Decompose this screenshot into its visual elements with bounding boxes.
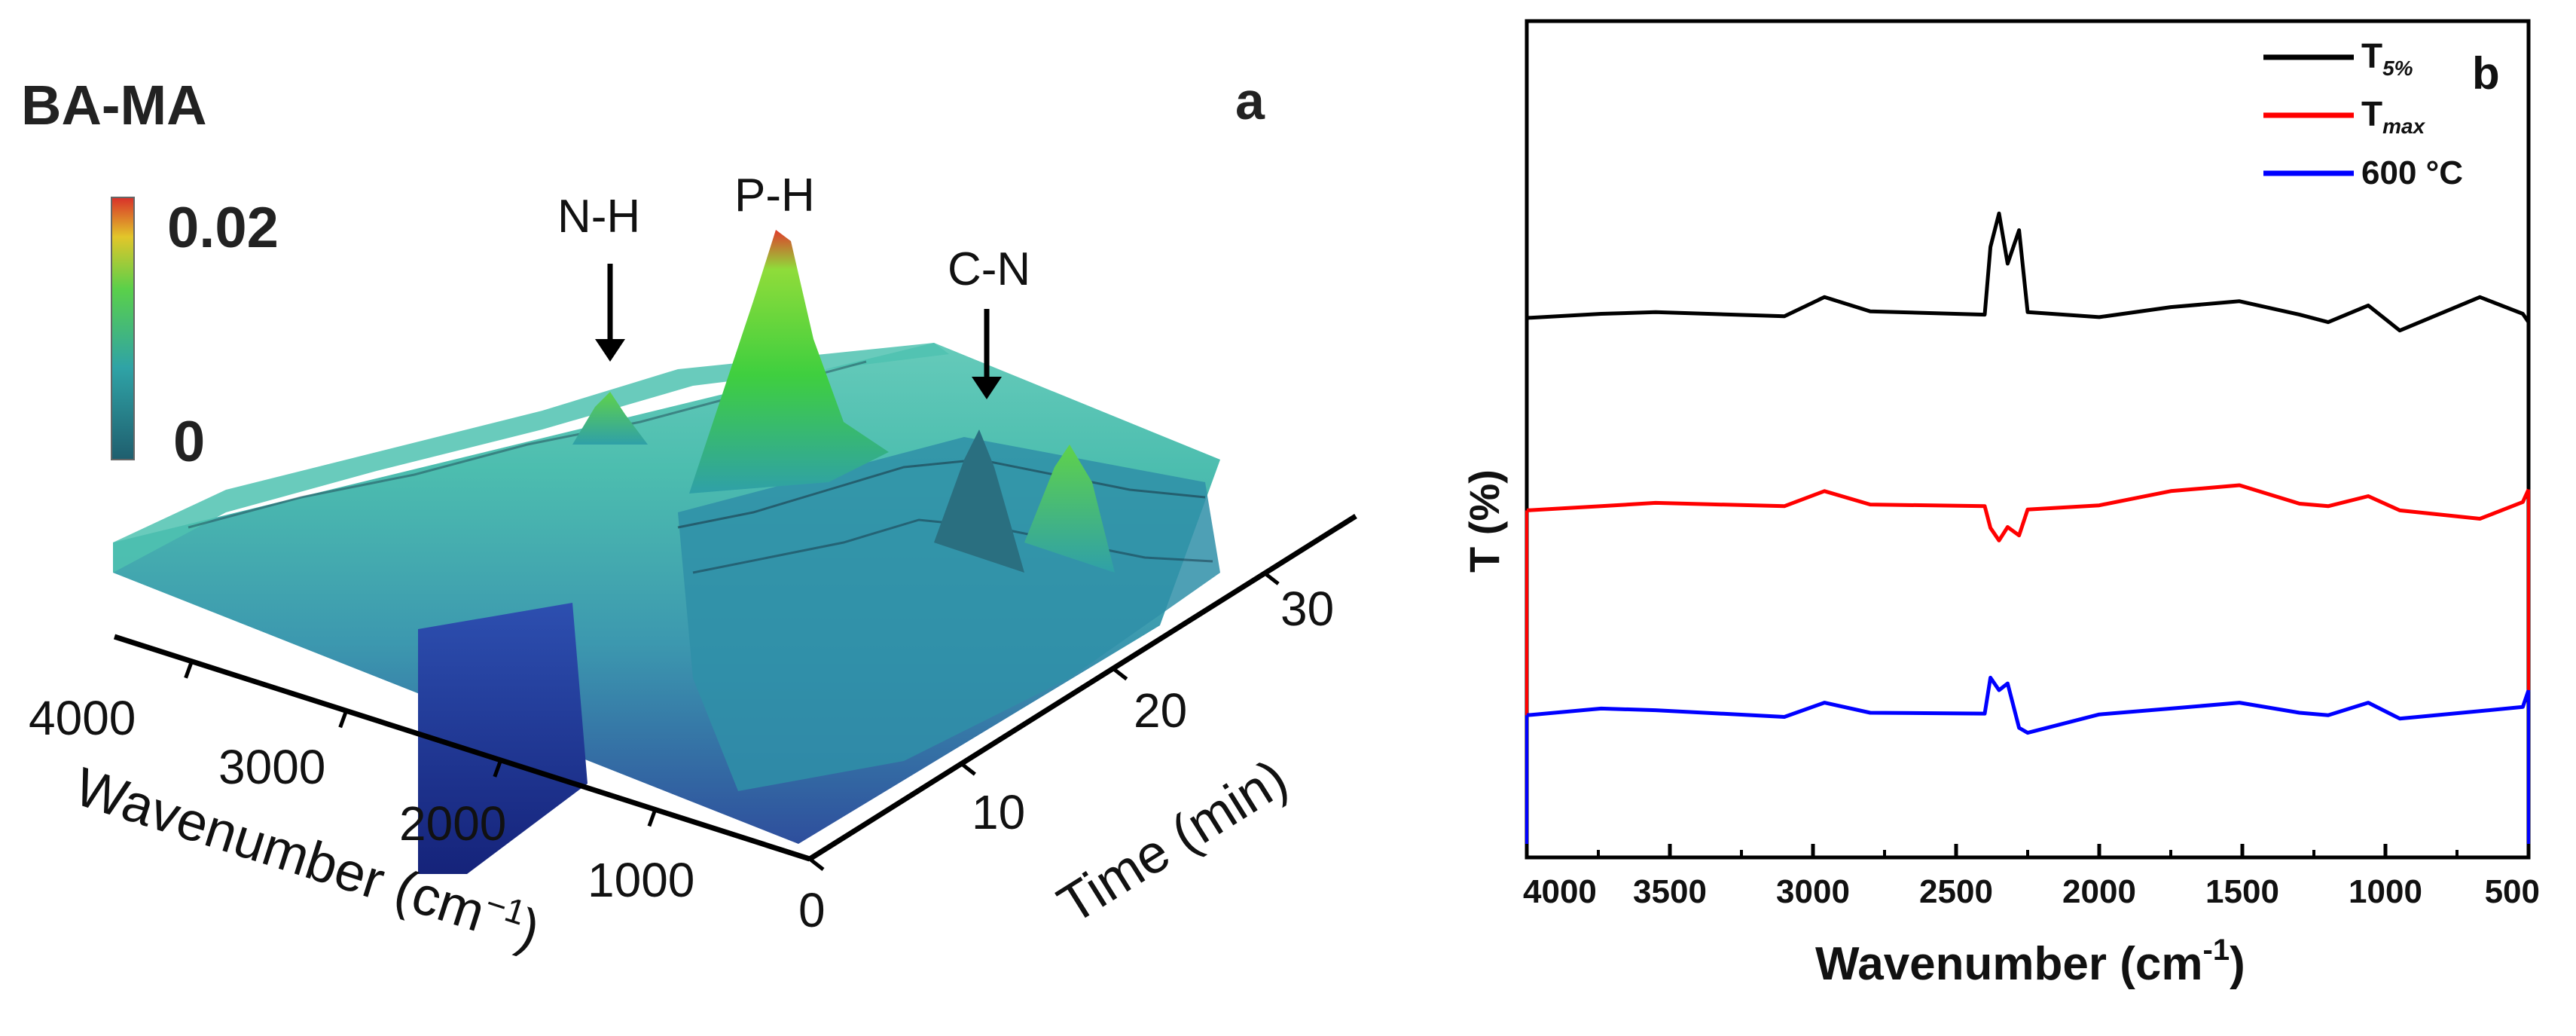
time-tick-mark-2 [1112,667,1128,681]
legend-label-600c: 600 °C [2361,154,2463,191]
x-ticks: 4000 3500 3000 2500 2000 1500 1000 500 [1523,844,2540,910]
x-tick-label-5: 1500 [2205,873,2279,910]
arrow-cn-head [972,377,1002,399]
series-layer [1525,211,2531,857]
x-tick-label-2: 3000 [1776,873,1850,910]
time-tick-label-2: 20 [1134,683,1187,738]
panel-b: 4000 3500 3000 2500 2000 1500 1000 500 b T5% Tm… [1460,19,2540,990]
panel-a-letter: a [1235,72,1265,130]
wavenumber-tick-mark-2 [493,759,503,778]
wavenumber-tick-label-1: 3000 [218,740,325,794]
time-tick-mark-1 [960,762,976,776]
peak-small [1024,445,1115,573]
x-tick-label-3: 2500 [1919,873,1993,910]
wavenumber-tick-mark-1 [338,710,349,729]
x-tick-label-0: 4000 [1523,873,1597,910]
y-axis-label: T (%) [1460,469,1508,573]
wavenumber-tick-mark-0 [184,660,194,679]
panel-a-title: BA-MA [21,74,207,136]
wavenumber-tick-label-3: 1000 [588,853,694,907]
time-tick-label-3: 30 [1280,582,1334,636]
wavenumber-ticks: 4000 3000 2000 1000 [29,660,694,907]
wavenumber-tick-mark-3 [647,808,658,827]
annotation-ph: P-H [734,170,815,222]
colorbar-max-label: 0.02 [167,196,279,260]
time-tick-mark-0 [808,857,825,871]
waterfall-surface [113,230,1220,874]
peak-ph [689,230,889,494]
time-ticks: 0 10 20 30 [798,571,1334,937]
wavenumber-axis-line [113,634,811,862]
peak-nh [572,392,648,445]
x-tick-label-1: 3500 [1633,873,1707,910]
legend-label-t5: T5% [2361,36,2413,80]
time-tick-label-1: 10 [972,785,1025,839]
time-axis-label: Time (min) [1048,748,1298,936]
series-line-1 [1526,483,2531,542]
x-tick-label-4: 2000 [2062,873,2136,910]
annotation-cn: C-N [948,243,1030,295]
wavenumber-tick-label-2: 2000 [399,796,506,851]
surface-wall [418,603,588,874]
surface-lines [677,458,1206,529]
colorbar [111,197,135,460]
panel-a: BA-MA a 0.02 0 N-H P-H C-N [21,72,1357,961]
annotation-nh: N-H [557,191,640,243]
series-line-0 [1526,211,2531,333]
arrow-nh-head [595,339,625,362]
peak-cn [934,429,1024,573]
x-axis-label: Wavenumber (cm-1) [1815,934,2245,990]
time-tick-mark-3 [1263,571,1280,585]
series-line-2 [1526,675,2531,735]
panel-b-letter: b [2472,48,2500,99]
time-tick-label-0: 0 [798,883,826,937]
wavenumber-tick-label-0: 4000 [29,691,136,745]
colorbar-min-label: 0 [173,410,205,474]
x-tick-label-7: 500 [2485,873,2540,910]
legend-label-tmax: Tmax [2361,94,2426,138]
legend: T5% Tmax 600 °C [2263,36,2463,191]
x-tick-label-6: 1000 [2349,873,2422,910]
